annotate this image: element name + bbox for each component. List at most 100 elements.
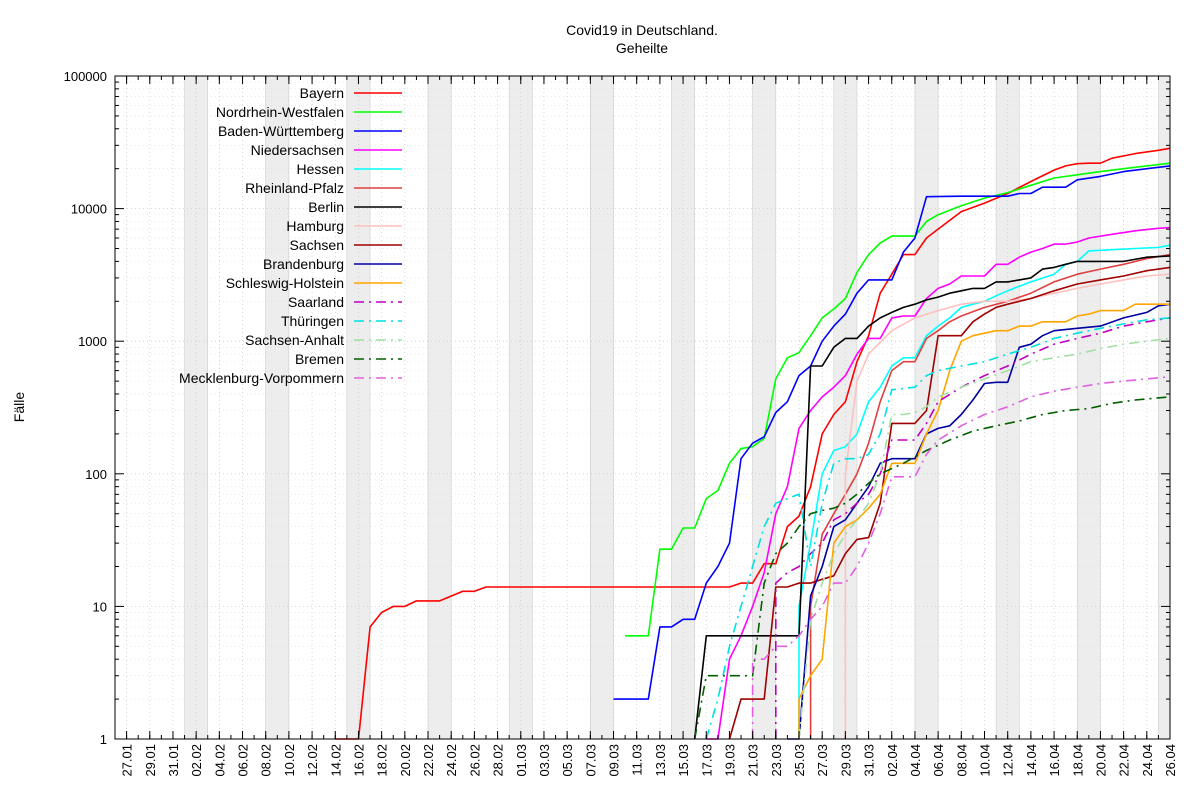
y-axis: 1 10 100 1000 10000 100000 (64, 69, 1170, 747)
legend-label: Nordrhein-Westfalen (216, 104, 344, 120)
x-tick-label: 22.04 (1117, 744, 1132, 777)
series-line (798, 244, 1171, 739)
weekend-band (752, 75, 777, 740)
x-tick-label: 31.03 (862, 744, 877, 777)
x-tick-label: 08.02 (259, 744, 274, 777)
series-line (693, 255, 1171, 740)
x-tick-label: 21.03 (746, 744, 761, 777)
x-tick-label: 10.04 (978, 744, 993, 777)
legend-label: Saarland (288, 294, 344, 310)
legend-label: Sachsen (290, 237, 344, 253)
legend-label: Sachsen-Anhalt (245, 332, 344, 348)
series-lines (335, 147, 1171, 740)
y-tick-label: 100000 (64, 69, 107, 84)
x-tick-label: 03.03 (537, 744, 552, 777)
series-line (844, 273, 1171, 739)
y-tick-label: 10 (93, 599, 107, 614)
y-tick-label: 10000 (71, 202, 107, 217)
x-tick-label: 18.02 (375, 744, 390, 777)
x-tick-label: 02.04 (885, 744, 900, 777)
series-line (705, 317, 1171, 740)
x-tick-label: 12.04 (1001, 744, 1016, 777)
x-tick-label: 27.03 (815, 744, 830, 777)
x-tick-label: 18.04 (1070, 744, 1085, 777)
legend-label: Baden-Württemberg (218, 123, 344, 139)
x-tick-label: 16.02 (351, 744, 366, 777)
x-tick-label: 29.01 (143, 744, 158, 777)
x-tick-label: 20.04 (1093, 744, 1108, 777)
x-axis: 27.01 29.01 31.01 02.02 04.02 06.02 08.02 10.02… (114, 76, 1178, 777)
x-tick-label: 08.04 (954, 744, 969, 777)
legend-label: Berlin (308, 199, 344, 215)
series-line (787, 303, 1171, 740)
series-line (693, 396, 1171, 740)
weekend-band (1158, 75, 1171, 740)
legend-label: Bayern (300, 85, 344, 101)
x-tick-label: 19.03 (722, 744, 737, 777)
x-tick-label: 05.03 (560, 744, 575, 777)
series-line (706, 226, 1171, 740)
weekend-band (346, 75, 371, 740)
x-tick-label: 01.03 (514, 744, 529, 777)
y-tick-label: 1 (100, 732, 107, 747)
weekend-band (427, 75, 452, 740)
y-tick-label: 1000 (78, 334, 107, 349)
series-line (798, 337, 1171, 740)
x-tick-label: 20.02 (398, 744, 413, 777)
series-line (798, 303, 1170, 739)
x-tick-label: 12.02 (305, 744, 320, 777)
y-axis-label: Fälle (11, 392, 27, 423)
legend-label: Hamburg (286, 218, 344, 234)
x-tick-label: 22.02 (421, 744, 436, 777)
x-tick-label: 25.03 (792, 744, 807, 777)
x-tick-label: 26.02 (467, 744, 482, 777)
legend-label: Brandenburg (263, 256, 344, 272)
plot-frame (114, 75, 1171, 740)
legend-label: Schleswig-Holstein (226, 275, 344, 291)
x-tick-label: 02.02 (189, 744, 204, 777)
legend-label: Niedersachsen (251, 142, 344, 158)
series-line (728, 266, 1171, 740)
x-tick-label: 23.03 (769, 744, 784, 777)
x-tick-label: 09.03 (607, 744, 622, 777)
x-tick-label: 24.04 (1140, 744, 1155, 777)
weekend-band (265, 75, 290, 740)
series-line (335, 147, 1171, 740)
chart-subtitle: Geheilte (616, 40, 668, 56)
series-line (751, 375, 1171, 739)
weekend-band (671, 75, 695, 740)
legend-label: Mecklenburg-Vorpommern (179, 370, 344, 386)
x-tick-label: 07.03 (583, 744, 598, 777)
x-tick-label: 14.04 (1024, 744, 1039, 777)
series-line (613, 165, 1171, 700)
x-tick-label: 15.03 (676, 744, 691, 777)
weekend-band (508, 75, 533, 740)
legend: Bayern Nordrhein-Westfalen Baden-Württembe… (179, 85, 402, 386)
x-tick-label: 26.04 (1163, 744, 1178, 777)
x-tick-label: 13.03 (653, 744, 668, 777)
x-tick-label: 06.02 (236, 744, 251, 777)
legend-label: Bremen (295, 351, 344, 367)
series-line (625, 162, 1171, 637)
chart-title: Covid19 in Deutschland. (566, 22, 718, 38)
x-tick-label: 28.02 (491, 744, 506, 777)
x-tick-label: 04.04 (908, 744, 923, 777)
legend-label: Rheinland-Pfalz (245, 180, 344, 196)
series-line (809, 253, 1171, 739)
x-tick-label: 04.02 (212, 744, 227, 777)
x-tick-label: 10.02 (282, 744, 297, 777)
legend-label: Thüringen (281, 313, 344, 329)
x-tick-label: 29.03 (838, 744, 853, 777)
x-tick-label: 31.01 (166, 744, 181, 777)
grid-lines (115, 75, 1171, 740)
x-tick-label: 14.02 (328, 744, 343, 777)
x-tick-label: 27.01 (120, 744, 135, 777)
legend-label: Hessen (297, 161, 344, 177)
weekend-band (184, 75, 208, 740)
weekend-band (590, 75, 614, 740)
y-tick-label: 100 (85, 467, 107, 482)
x-tick-label: 06.04 (931, 744, 946, 777)
x-tick-label: 16.04 (1047, 744, 1062, 777)
x-tick-label: 24.02 (444, 744, 459, 777)
